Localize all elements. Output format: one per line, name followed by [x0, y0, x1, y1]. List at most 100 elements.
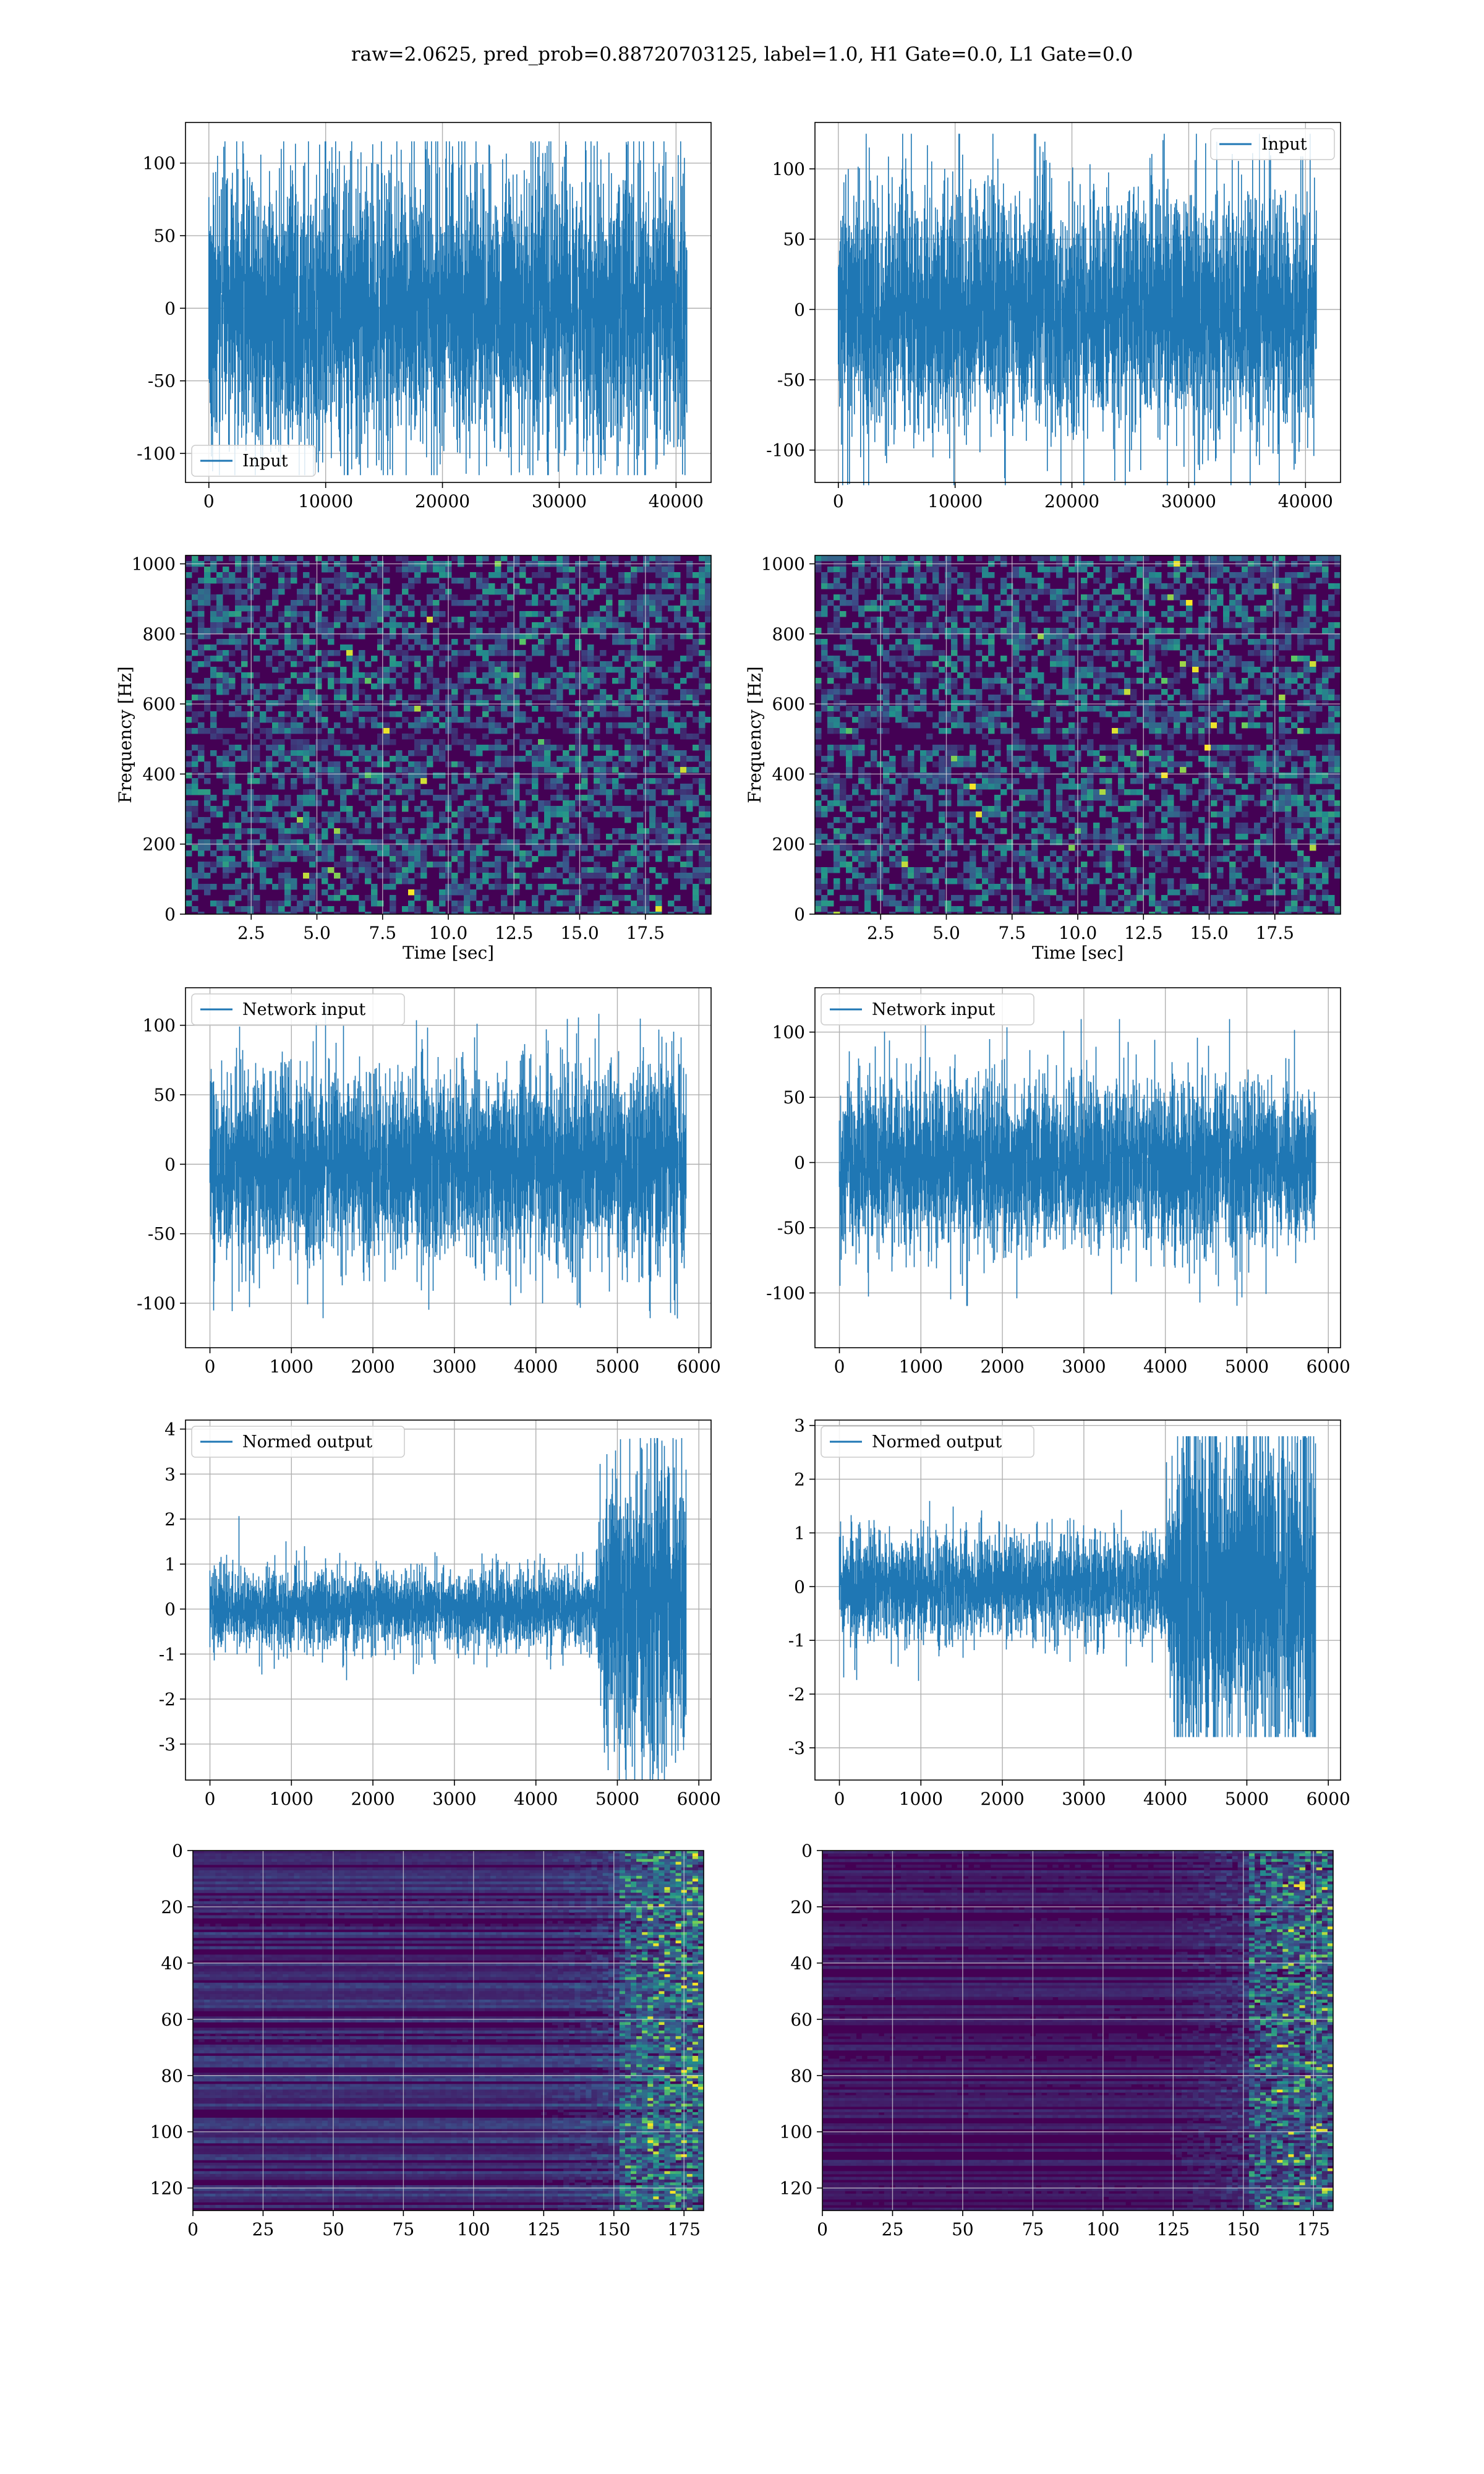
chart-row3-right-frame [814, 987, 1341, 1348]
chart-row5-right-xtick-label: 75 [1022, 2219, 1044, 2240]
chart-row5-left-ytick-label: 80 [161, 2066, 183, 2086]
chart-row3-right-legend: Network input [821, 993, 1034, 1025]
chart-row5-left-frame [192, 1850, 704, 2211]
chart-row2-right-ytick-label: 0 [794, 904, 805, 925]
chart-row4-left-xtick-label: 5000 [595, 1789, 639, 1809]
chart-row4-right-series-line [838, 1436, 1316, 1737]
chart-row5-left-xtick-label: 25 [252, 2219, 275, 2240]
chart-row1-left-legend-box [191, 445, 316, 477]
chart-row3-right-xtick-label: 1000 [899, 1356, 943, 1377]
chart-row5-right-ytick-label: 100 [780, 2122, 812, 2142]
chart-row1-left-xtick-label: 0 [203, 491, 215, 511]
chart-row4-left-frame [185, 1419, 712, 1781]
chart-row3-left-legend-label: Network input [242, 1000, 365, 1019]
chart-row3-left-xtick-label: 1000 [270, 1356, 313, 1377]
chart-row3-right-legend-box [821, 993, 1034, 1025]
chart-row4-left-xtick-label: 4000 [514, 1789, 558, 1809]
chart-row3-left-frame [185, 987, 712, 1348]
chart-row1-right-xtick-label: 20000 [1044, 491, 1099, 511]
chart-row3-right-xtick-label: 2000 [980, 1356, 1024, 1377]
chart-row4-right-ytick-label: 2 [794, 1470, 805, 1490]
chart-row1-left-frame [185, 122, 712, 483]
chart-row3-left-ytick-label: 100 [143, 1016, 176, 1036]
chart-row2-right: 2.5 5.0 7.5 10.0 12.5 15.0 17.5 0 200 400 600 800 10… [744, 554, 1341, 963]
chart-row3-left-xtick-label: 3000 [432, 1356, 476, 1377]
chart-row4-right-legend-label: Normed output [872, 1432, 1002, 1452]
chart-row4-right: 0 1000 2000 3000 4000 5000 6000 3 2 1 0 -1 -2 -3 Norme… [788, 1416, 1350, 1809]
chart-row4-right-legend-box [821, 1426, 1034, 1458]
chart-row3-right-ytick-label: 0 [794, 1153, 805, 1173]
chart-row1-right-legend: Input [1210, 128, 1335, 160]
chart-row2-left-xtick-label: 15.0 [560, 923, 599, 943]
figure-title: raw=2.0625, pred_prob=0.88720703125, lab… [0, 43, 1484, 66]
chart-row2-right-frame [814, 555, 1341, 915]
chart-row4-left-ytick-label: -2 [159, 1689, 176, 1710]
chart-row1-right-ytick-label: 0 [794, 299, 805, 320]
chart-row5-left-xtick-label: 75 [393, 2219, 415, 2240]
chart-row3-right-xtick-label: 5000 [1225, 1356, 1269, 1377]
chart-row1-right-xtick-label: 10000 [927, 491, 983, 511]
chart-row1-left-ytick-label: 50 [153, 226, 176, 246]
chart-row1-right-xtick-label: 40000 [1278, 491, 1333, 511]
chart-row5-right-xtick-label: 150 [1227, 2219, 1260, 2240]
chart-row4-left-xtick-label: 6000 [677, 1789, 721, 1809]
chart-row1-right: 0 10000 20000 30000 40000 100 50 0 -50 -100 Input [766, 122, 1341, 511]
chart-row5-left-ytick-label: 60 [161, 2010, 183, 2030]
chart-row5-right-ytick-label: 80 [790, 2066, 812, 2086]
chart-row2-right-ytick-label: 800 [772, 624, 805, 644]
chart-row3-right-xtick-label: 3000 [1062, 1356, 1106, 1377]
chart-row5-left: 0 25 50 75 100 125 150 175 0 20 40 60 80 100 120 [150, 1841, 704, 2240]
chart-row5-left-xtick-label: 175 [668, 2219, 701, 2240]
chart-row5-left-xtick-label: 150 [597, 2219, 630, 2240]
chart-row3-left-xtick-label: 6000 [677, 1356, 721, 1377]
chart-row4-right-xtick-label: 5000 [1225, 1789, 1269, 1809]
chart-row3-left-xtick-label: 0 [205, 1356, 216, 1377]
chart-row3-left-ytick-label: 50 [153, 1085, 176, 1105]
chart-row5-right-ytick-label: 120 [780, 2178, 812, 2199]
chart-row2-left-ytick-label: 200 [143, 834, 176, 855]
chart-row4-right-ytick-label: 0 [794, 1577, 805, 1597]
chart-row2-right-xtick-label: 5.0 [932, 923, 960, 943]
chart-row2-left-ytick-label: 1000 [132, 554, 176, 575]
chart-row2-right-ytick-label: 600 [772, 694, 805, 714]
chart-row4-left-ytick-label: 1 [164, 1554, 176, 1575]
chart-row5-right: 0 25 50 75 100 125 150 175 0 20 40 60 80 100 120 [780, 1841, 1334, 2240]
chart-row3-left-xtick-label: 2000 [351, 1356, 394, 1377]
chart-row4-left-ytick-label: 2 [164, 1509, 176, 1530]
chart-row2-left-xtick-label: 10.0 [429, 923, 467, 943]
chart-row2-left-xtick-label: 2.5 [237, 923, 265, 943]
chart-row1-left-legend: Input [191, 445, 316, 477]
chart-row3-right: 0 1000 2000 3000 4000 5000 6000 100 50 0 -50 -100 Ne… [766, 987, 1350, 1377]
chart-row3-right-legend-label: Network input [872, 1000, 995, 1019]
chart-row2-right-xtick-label: 12.5 [1124, 923, 1162, 943]
chart-row4-left-ytick-label: -1 [159, 1644, 176, 1664]
chart-row2-left-ytick-label: 800 [143, 624, 176, 644]
chart-row4-right-frame [814, 1419, 1341, 1781]
chart-row5-left-xtick-label: 0 [187, 2219, 198, 2240]
chart-row5-right-frame [822, 1850, 1334, 2211]
chart-row1-right-xtick-label: 0 [833, 491, 844, 511]
chart-row1-left-xtick-label: 30000 [532, 491, 587, 511]
chart-row5-right-image [822, 1851, 1334, 2211]
chart-row3-left-legend-box [191, 993, 405, 1025]
chart-row4-left-ytick-label: -3 [159, 1734, 176, 1755]
chart-row4-right-xtick-label: 1000 [899, 1789, 943, 1809]
chart-row3-left-xtick-label: 5000 [595, 1356, 639, 1377]
chart-row5-left-ytick-label: 100 [150, 2122, 183, 2142]
chart-row3-left: 0 1000 2000 3000 4000 5000 6000 100 50 0 -50 -100 Ne… [137, 987, 721, 1377]
chart-row1-left-ytick-label: 0 [164, 298, 176, 319]
chart-row3-right-series-line [838, 1019, 1316, 1306]
chart-row5-left-ytick-label: 40 [161, 1953, 183, 1974]
chart-row3-right-ytick-label: -100 [766, 1283, 805, 1303]
chart-row2-left-xtick-label: 12.5 [495, 923, 533, 943]
chart-row1-right-legend-box [1210, 128, 1335, 160]
chart-row4-right-xtick-label: 6000 [1307, 1789, 1350, 1809]
chart-row1-left: 0 10000 20000 30000 40000 100 50 0 -50 -100 Input [137, 122, 712, 511]
chart-row5-left-ytick-label: 0 [172, 1841, 183, 1861]
chart-row2-left-frame [185, 555, 712, 915]
chart-row4-left-ytick-label: 0 [164, 1599, 176, 1620]
chart-row4-left: 0 1000 2000 3000 4000 5000 6000 4 3 2 1 0 -1 -2 -3 Norm… [159, 1419, 721, 1809]
chart-row2-left-ytick-label: 600 [143, 694, 176, 714]
chart-row4-right-legend: Normed output [821, 1426, 1034, 1458]
